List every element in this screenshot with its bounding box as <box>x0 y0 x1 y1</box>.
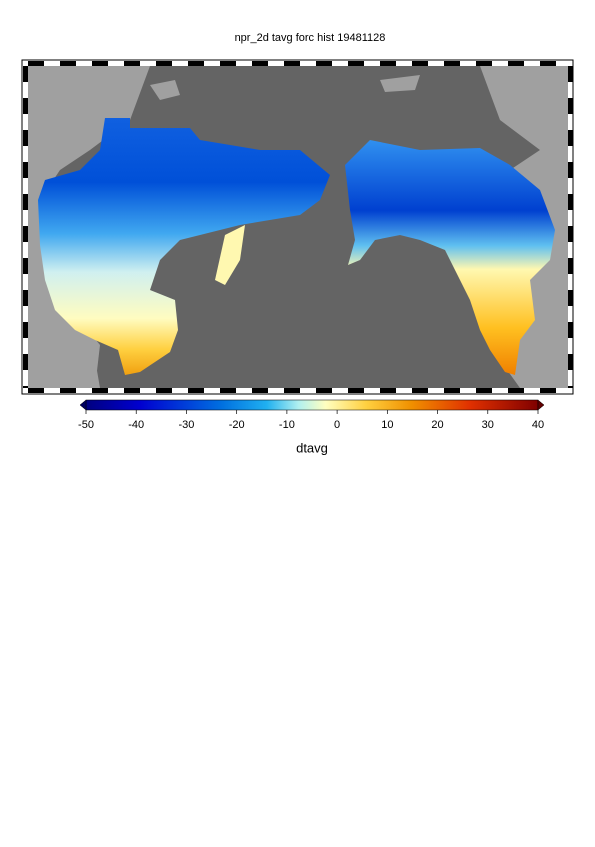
colorbar-tick-label: 10 <box>381 419 393 431</box>
frame-segment <box>380 61 396 66</box>
colorbar-tick-label: 40 <box>532 419 544 431</box>
frame-segment <box>23 66 28 82</box>
frame-segment <box>23 130 28 146</box>
frame-segment <box>124 61 140 66</box>
colorbar-tick-label: -50 <box>78 419 94 431</box>
frame-segment <box>23 290 28 306</box>
frame-segment <box>568 258 573 274</box>
colorbar-ramp <box>85 399 539 411</box>
frame-segment <box>220 61 236 66</box>
frame-segment <box>284 61 300 66</box>
frame-segment <box>252 388 268 393</box>
frame-segment <box>348 388 364 393</box>
frame-segment <box>444 61 460 66</box>
frame-segment <box>348 61 364 66</box>
frame-segment <box>284 388 300 393</box>
frame-segment <box>316 61 332 66</box>
frame-segment <box>568 226 573 242</box>
colorbar-tick-label: -20 <box>229 419 245 431</box>
frame-segment <box>23 258 28 274</box>
title: npr_2d tavg forc hist 19481128 <box>235 32 386 44</box>
frame-segment <box>568 354 573 370</box>
frame-segment <box>92 61 108 66</box>
frame-segment <box>316 388 332 393</box>
frame-segment <box>476 388 492 393</box>
frame-segment <box>444 388 460 393</box>
colorbar-tick-label: 30 <box>482 419 494 431</box>
frame-segment <box>23 354 28 370</box>
frame-segment <box>92 388 108 393</box>
frame-segment <box>220 388 236 393</box>
colorbar <box>79 399 545 414</box>
frame-segment <box>23 194 28 210</box>
frame-segment <box>23 162 28 178</box>
frame-segment <box>124 388 140 393</box>
frame-segment <box>540 61 556 66</box>
frame-segment <box>412 388 428 393</box>
frame-segment <box>508 61 524 66</box>
colorbar-tick-label: -10 <box>279 419 295 431</box>
frame-segment <box>252 61 268 66</box>
frame-segment <box>380 388 396 393</box>
frame-segment <box>188 388 204 393</box>
frame-segment <box>60 61 76 66</box>
frame-segment <box>60 388 76 393</box>
frame-segment <box>23 98 28 114</box>
colorbar-tick-label: -40 <box>128 419 144 431</box>
frame-segment <box>568 386 573 388</box>
colorbar-tick-label: 0 <box>334 419 340 431</box>
frame-segment <box>568 130 573 146</box>
frame-segment <box>28 61 44 66</box>
colorbar-high-arrow <box>537 399 545 411</box>
frame-segment <box>508 388 524 393</box>
frame-segment <box>476 61 492 66</box>
frame-segment <box>568 194 573 210</box>
frame-segment <box>23 226 28 242</box>
field <box>38 118 555 375</box>
frame-segment <box>23 386 28 388</box>
frame-segment <box>540 388 556 393</box>
colorbar-tick-label: 20 <box>431 419 443 431</box>
colorbar-low-arrow <box>79 399 87 411</box>
frame-segment <box>188 61 204 66</box>
colorbar-tick-label: -30 <box>178 419 194 431</box>
frame-segment <box>156 388 172 393</box>
frame-segment <box>568 290 573 306</box>
frame-segment <box>28 388 44 393</box>
frame-segment <box>568 162 573 178</box>
frame-segment <box>23 322 28 338</box>
frame-segment <box>568 66 573 82</box>
frame-segment <box>568 322 573 338</box>
frame-segment <box>412 61 428 66</box>
frame-segment <box>156 61 172 66</box>
frame-segment <box>568 98 573 114</box>
colorbar-label: dtavg <box>296 440 328 455</box>
